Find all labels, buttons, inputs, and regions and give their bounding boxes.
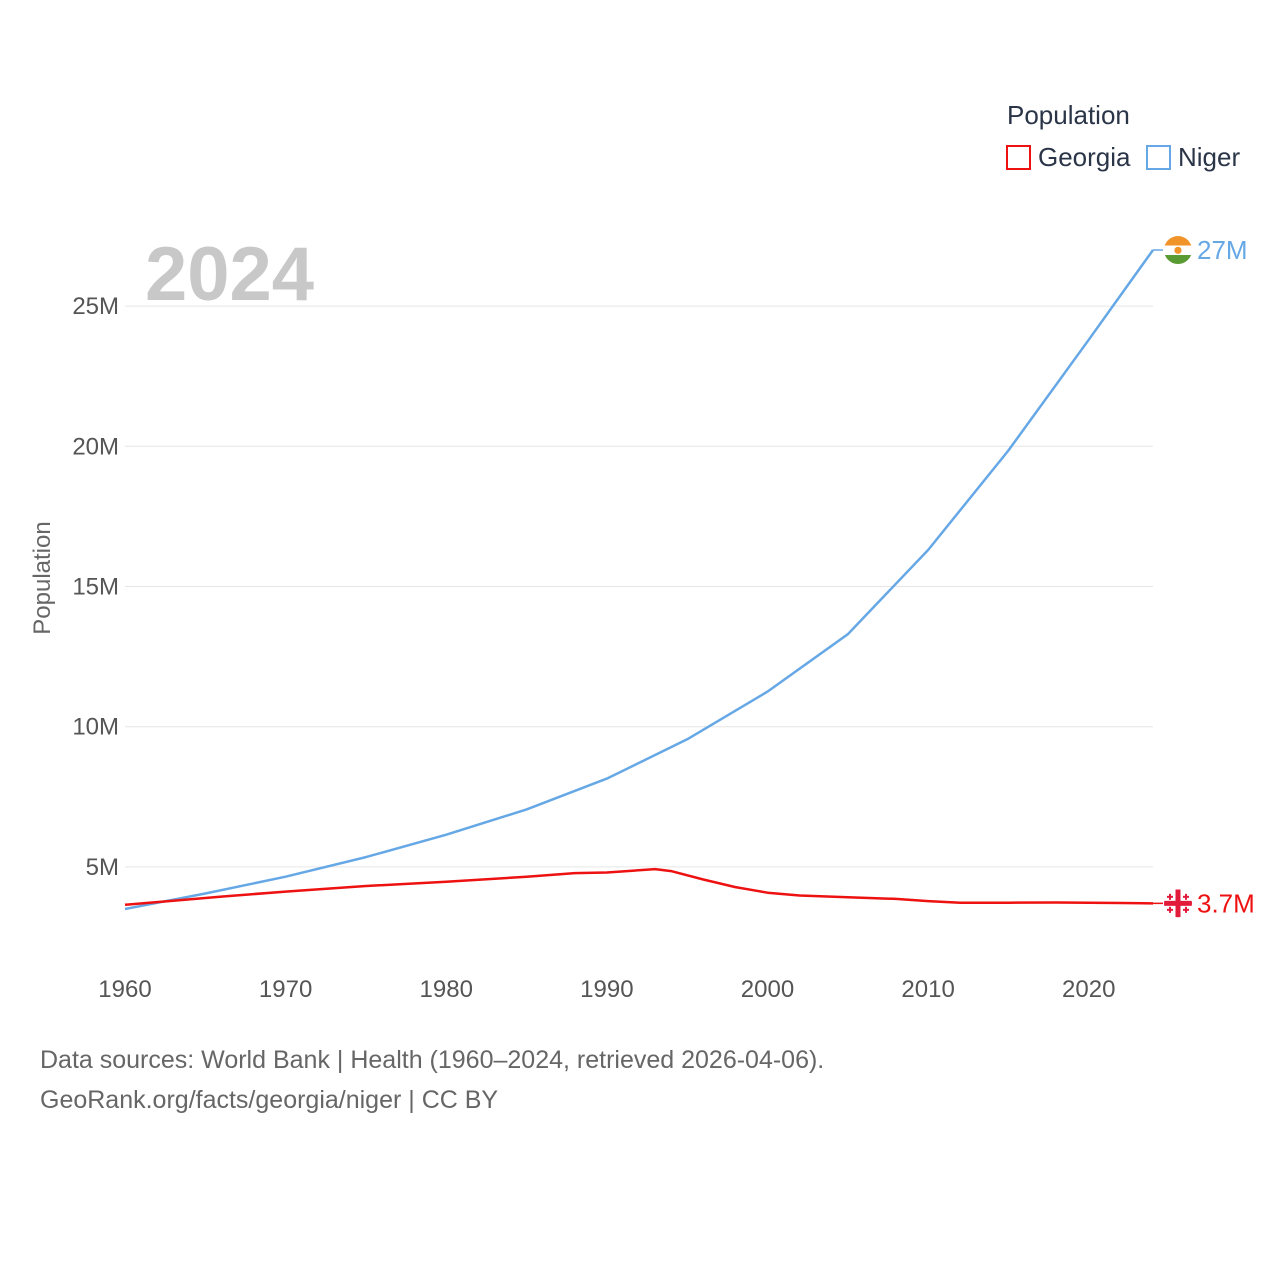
x-tick-label: 2020 <box>1062 976 1115 1003</box>
legend: Population Georgia Niger <box>1006 100 1240 172</box>
y-tick-label: 5M <box>86 854 119 881</box>
x-tick-label: 2000 <box>741 976 794 1003</box>
series-line-georgia[interactable] <box>124 867 1154 907</box>
x-tick-label: 1990 <box>580 976 633 1003</box>
y-tick-label: 10M <box>72 714 119 741</box>
x-tick-label: 1980 <box>420 976 473 1003</box>
y-tick-label: 25M <box>72 293 119 320</box>
series-lines <box>124 249 1163 911</box>
x-tick-label: 2010 <box>901 976 954 1003</box>
niger-flag-icon <box>1164 236 1192 265</box>
georgia-flag-icon <box>1164 889 1192 918</box>
y-tick-label: 15M <box>72 574 119 601</box>
data-sources-text: Data sources: World Bank | Health (1960–… <box>40 1046 825 1074</box>
legend-swatch-niger <box>1146 145 1171 170</box>
series-line-niger[interactable] <box>124 249 1155 911</box>
year-label: 2024 <box>145 232 314 317</box>
y-axis-ticks: 5M 10M 15M 20M 25M <box>72 293 119 881</box>
x-tick-label: 1960 <box>98 976 151 1003</box>
legend-item-georgia[interactable]: Georgia <box>1006 142 1131 172</box>
grid-lines <box>125 305 1153 868</box>
x-axis-ticks: 1960 1970 1980 1990 2000 2010 2020 <box>98 976 1115 1003</box>
legend-item-niger[interactable]: Niger <box>1146 142 1240 172</box>
end-label-georgia: 3.7M <box>1197 888 1255 918</box>
legend-label-niger: Niger <box>1178 142 1240 172</box>
x-tick-label: 1970 <box>259 976 312 1003</box>
population-chart: 5M 10M 15M 20M 25M 1960 1970 1980 1990 2000 2010 2… <box>29 100 1255 1003</box>
y-tick-label: 20M <box>72 433 119 460</box>
y-axis-title: Population <box>29 521 56 634</box>
legend-swatch-georgia <box>1006 145 1031 170</box>
source-link[interactable]: GeoRank.org/facts/georgia/niger | CC BY <box>40 1086 499 1114</box>
legend-title: Population <box>1007 100 1130 130</box>
end-label-niger: 27M <box>1197 235 1248 265</box>
legend-label-georgia: Georgia <box>1038 142 1131 172</box>
footer: Data sources: World Bank | Health (1960–… <box>40 1040 824 1120</box>
